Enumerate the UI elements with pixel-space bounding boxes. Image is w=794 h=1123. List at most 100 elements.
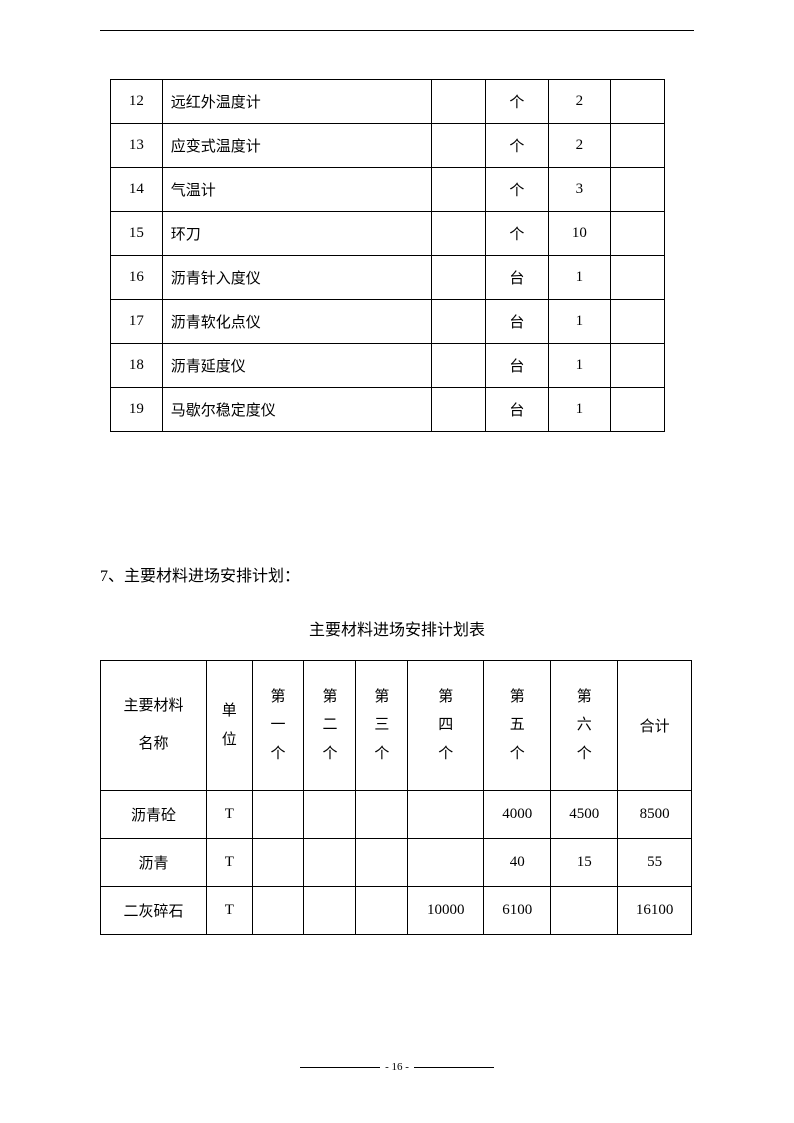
cell-unit: T (207, 791, 252, 839)
row-name: 沥青针入度仪 (162, 256, 431, 300)
row-unit: 个 (486, 124, 549, 168)
hdr-m2-text: 第 二 个 (322, 689, 337, 762)
equipment-table-body: 12 远红外温度计 个 2 13 应变式温度计 个 2 14 气温计 个 3 (111, 80, 665, 432)
table-row: 二灰碎石 T 10000 6100 16100 (101, 887, 692, 935)
row-empty2 (611, 212, 665, 256)
cell-m3 (356, 839, 408, 887)
row-name: 远红外温度计 (162, 80, 431, 124)
hdr-total: 合计 (618, 661, 692, 791)
row-num: 17 (111, 300, 163, 344)
table2-title: 主要材料进场安排计划表 (95, 616, 699, 640)
table-row: 12 远红外温度计 个 2 (111, 80, 665, 124)
row-num: 13 (111, 124, 163, 168)
row-qty: 2 (548, 80, 611, 124)
cell-m3 (356, 791, 408, 839)
hdr-m4: 第 四 个 (408, 683, 483, 769)
row-empty2 (611, 124, 665, 168)
row-empty2 (611, 344, 665, 388)
cell-total: 8500 (618, 791, 692, 839)
row-name: 沥青延度仪 (162, 344, 431, 388)
row-empty (432, 344, 486, 388)
table-row: 13 应变式温度计 个 2 (111, 124, 665, 168)
row-unit: 个 (486, 80, 549, 124)
hdr-unit: 单 位 (207, 697, 251, 754)
section-heading: 7、主要材料进场安排计划： (100, 562, 699, 586)
cell-name: 二灰碎石 (101, 887, 207, 935)
hdr-name-text: 主要材料 名称 (124, 698, 184, 752)
row-unit: 个 (486, 212, 549, 256)
table-row: 沥青 T 40 15 55 (101, 839, 692, 887)
page-footer: - 16 - (0, 1061, 794, 1073)
cell-m1 (252, 791, 304, 839)
row-qty: 10 (548, 212, 611, 256)
cell-total: 16100 (618, 887, 692, 935)
hdr-m6-text: 第 六 个 (577, 689, 592, 762)
page-number: - 16 - (385, 1061, 409, 1073)
cell-unit: T (207, 887, 252, 935)
row-empty (432, 80, 486, 124)
equipment-table: 12 远红外温度计 个 2 13 应变式温度计 个 2 14 气温计 个 3 (110, 79, 665, 432)
row-unit: 台 (486, 388, 549, 432)
row-num: 12 (111, 80, 163, 124)
row-empty2 (611, 168, 665, 212)
cell-m1 (252, 839, 304, 887)
hdr-m3: 第 三 个 (356, 683, 407, 769)
hdr-m4-text: 第 四 个 (438, 689, 453, 762)
row-qty: 3 (548, 168, 611, 212)
header-rule (100, 30, 694, 31)
cell-m2 (304, 791, 356, 839)
row-unit: 台 (486, 256, 549, 300)
row-unit: 台 (486, 344, 549, 388)
row-qty: 1 (548, 300, 611, 344)
row-name: 应变式温度计 (162, 124, 431, 168)
cell-m2 (304, 839, 356, 887)
cell-name: 沥青砼 (101, 791, 207, 839)
row-empty2 (611, 388, 665, 432)
row-qty: 1 (548, 388, 611, 432)
row-empty2 (611, 300, 665, 344)
table-row: 18 沥青延度仪 台 1 (111, 344, 665, 388)
cell-m1 (252, 887, 304, 935)
cell-name: 沥青 (101, 839, 207, 887)
hdr-m3-text: 第 三 个 (374, 689, 389, 762)
row-name: 马歇尔稳定度仪 (162, 388, 431, 432)
table2-header-row: 主要材料 名称 单 位 第 一 个 第 二 个 第 三 个 第 四 个 第 五 … (101, 661, 692, 791)
row-name: 沥青软化点仪 (162, 300, 431, 344)
cell-m5: 6100 (484, 887, 551, 935)
materials-table: 主要材料 名称 单 位 第 一 个 第 二 个 第 三 个 第 四 个 第 五 … (100, 660, 692, 935)
table-row: 15 环刀 个 10 (111, 212, 665, 256)
table-row: 14 气温计 个 3 (111, 168, 665, 212)
cell-m4 (408, 791, 484, 839)
row-name: 气温计 (162, 168, 431, 212)
cell-m6 (551, 887, 618, 935)
row-name: 环刀 (162, 212, 431, 256)
cell-m3 (356, 887, 408, 935)
row-empty (432, 256, 486, 300)
hdr-m1-text: 第 一 个 (270, 689, 285, 762)
cell-m2 (304, 887, 356, 935)
table-row: 沥青砼 T 4000 4500 8500 (101, 791, 692, 839)
row-empty (432, 124, 486, 168)
row-empty (432, 300, 486, 344)
row-num: 15 (111, 212, 163, 256)
footer-line-right (414, 1067, 494, 1068)
cell-m4: 10000 (408, 887, 484, 935)
hdr-unit-text: 单 位 (222, 703, 237, 748)
hdr-m2: 第 二 个 (304, 683, 355, 769)
cell-unit: T (207, 839, 252, 887)
table-row: 17 沥青软化点仪 台 1 (111, 300, 665, 344)
hdr-name: 主要材料 名称 (101, 688, 206, 763)
row-empty (432, 388, 486, 432)
row-num: 18 (111, 344, 163, 388)
cell-m5: 4000 (484, 791, 551, 839)
row-empty2 (611, 80, 665, 124)
cell-m6: 15 (551, 839, 618, 887)
hdr-m5: 第 五 个 (484, 683, 550, 769)
table-row: 16 沥青针入度仪 台 1 (111, 256, 665, 300)
row-qty: 1 (548, 344, 611, 388)
hdr-m6: 第 六 个 (551, 683, 617, 769)
hdr-m1: 第 一 个 (253, 683, 304, 769)
hdr-m5-text: 第 五 个 (510, 689, 525, 762)
row-num: 19 (111, 388, 163, 432)
cell-m6: 4500 (551, 791, 618, 839)
